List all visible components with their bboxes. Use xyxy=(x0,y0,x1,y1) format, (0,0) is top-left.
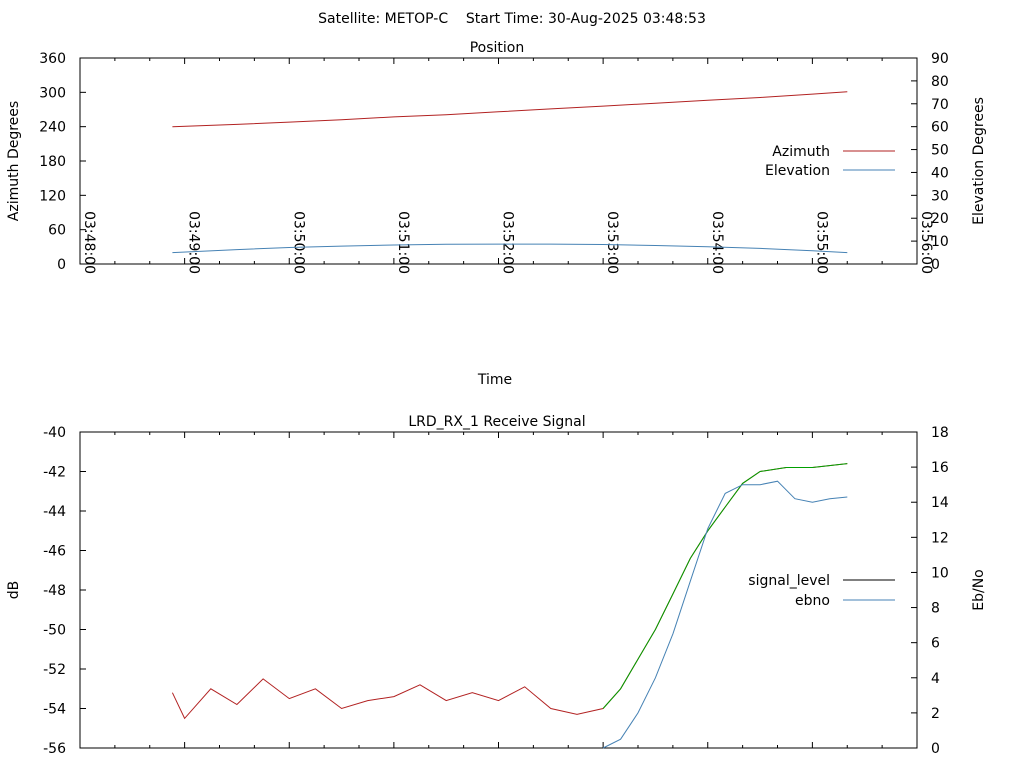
position-y2-tick-label: 40 xyxy=(931,165,949,181)
position-y-tick-label: 360 xyxy=(39,51,66,67)
signal-y2-axis-label: Eb/No xyxy=(971,569,987,611)
series-line-ebno xyxy=(602,480,848,749)
position-y-axis-label: Azimuth Degrees xyxy=(6,101,22,221)
series-line-elevation xyxy=(172,243,848,254)
position-y2-tick-label: 70 xyxy=(931,97,949,113)
legend-label-azimuth: Azimuth xyxy=(772,144,830,160)
position-x-tick-label: 03:51:00 xyxy=(395,211,411,274)
signal-y-tick-label: -42 xyxy=(43,465,66,481)
legend-label-ebno: ebno xyxy=(795,593,830,609)
position-y2-tick-label: 60 xyxy=(931,120,949,136)
signal-y-tick-label: -56 xyxy=(43,741,66,757)
position-y-tick-label: 60 xyxy=(48,223,66,239)
position-y2-tick-label: 10 xyxy=(931,234,949,250)
legend-label-elevation: Elevation xyxy=(765,163,830,179)
signal-y2-tick-label: 12 xyxy=(931,530,949,546)
legend-label-signal-level: signal_level xyxy=(748,573,830,589)
position-y2-tick-label: 30 xyxy=(931,188,949,204)
position-chart-title: Position xyxy=(470,40,525,56)
position-y-tick-label: 120 xyxy=(39,188,66,204)
position-x-tick-label: 03:50:00 xyxy=(290,211,306,274)
position-x-tick-label: 03:56:00 xyxy=(918,211,934,274)
signal-y2-tick-label: 18 xyxy=(931,425,949,441)
position-x-axis-label: Time xyxy=(477,372,512,388)
position-y2-tick-label: 0 xyxy=(931,257,940,273)
position-plot-frame xyxy=(79,57,918,265)
position-y-tick-label: 180 xyxy=(39,154,66,170)
position-y-tick-label: 240 xyxy=(39,120,66,136)
signal-y-axis-label: dB xyxy=(6,581,22,600)
position-x-tick-label: 03:54:00 xyxy=(709,211,725,274)
position-y2-tick-label: 80 xyxy=(931,74,949,90)
position-y2-axis-label: Elevation Degrees xyxy=(971,97,987,225)
position-y2-tick-label: 90 xyxy=(931,51,949,67)
signal-y-tick-label: -40 xyxy=(43,425,66,441)
series-line-azimuth xyxy=(172,91,848,128)
signal-y2-tick-label: 10 xyxy=(931,565,949,581)
position-y2-tick-label: 20 xyxy=(931,211,949,227)
signal-y2-tick-label: 0 xyxy=(931,741,940,757)
signal-y-tick-label: -44 xyxy=(43,504,66,520)
position-x-tick-label: 03:52:00 xyxy=(500,211,516,274)
signal-y2-tick-label: 6 xyxy=(931,636,940,652)
position-x-tick-label: 03:55:00 xyxy=(813,211,829,274)
position-x-tick-label: 03:53:00 xyxy=(604,211,620,274)
signal-legend: signal_level ebno xyxy=(748,573,895,609)
figure-title: Satellite: METOP-C Start Time: 30-Aug-20… xyxy=(318,11,706,27)
signal-y-tick-label: -50 xyxy=(43,623,66,639)
signal-y2-tick-label: 8 xyxy=(931,601,940,617)
position-y2-tick-label: 50 xyxy=(931,143,949,159)
series-line-signal-level-locked xyxy=(602,463,848,709)
signal-y2-tick-label: 16 xyxy=(931,460,949,476)
signal-y-tick-label: -52 xyxy=(43,662,66,678)
position-y-tick-label: 0 xyxy=(57,257,66,273)
signal-y-tick-label: -48 xyxy=(43,583,66,599)
series-line-signal-level xyxy=(171,463,848,720)
signal-y2-tick-label: 2 xyxy=(931,706,940,722)
signal-y-tick-label: -54 xyxy=(43,702,66,718)
position-y-tick-label: 300 xyxy=(39,85,66,101)
signal-y-tick-label: -46 xyxy=(43,544,66,560)
position-x-tick-label: 03:48:00 xyxy=(81,211,97,274)
signal-chart-title: LRD_RX_1 Receive Signal xyxy=(408,414,585,430)
signal-y2-tick-label: 14 xyxy=(931,495,949,511)
signal-y2-tick-label: 4 xyxy=(931,671,940,687)
position-x-tick-label: 03:49:00 xyxy=(186,211,202,274)
position-legend: Azimuth Elevation xyxy=(765,144,895,179)
